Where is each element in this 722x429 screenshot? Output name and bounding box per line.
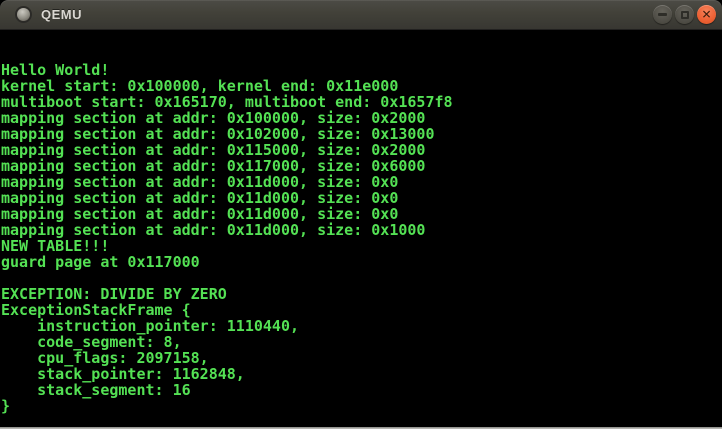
terminal-screen[interactable]: Hello World! kernel start: 0x100000, kern…: [0, 30, 722, 427]
terminal-line: Hello World!: [1, 61, 110, 79]
terminal-line: guard page at 0x117000: [1, 253, 200, 271]
terminal-line: EXCEPTION: DIVIDE BY ZERO: [1, 285, 227, 303]
terminal-line: ExceptionStackFrame {: [1, 301, 191, 319]
terminal-line: instruction_pointer: 1110440,: [1, 317, 300, 335]
terminal-line: NEW TABLE!!!: [1, 237, 110, 255]
terminal-line: [1, 270, 722, 286]
terminal-line: mapping section at addr: 0x117000, size:…: [1, 157, 426, 175]
minimize-icon: [658, 13, 667, 16]
minimize-button[interactable]: [653, 5, 672, 24]
maximize-button[interactable]: [675, 5, 694, 24]
window-titlebar[interactable]: QEMU ✕: [0, 0, 722, 30]
close-button[interactable]: ✕: [697, 5, 716, 24]
window-title: QEMU: [41, 7, 82, 22]
terminal-line: mapping section at addr: 0x11d000, size:…: [1, 173, 399, 191]
terminal-line: stack_pointer: 1162848,: [1, 365, 245, 383]
terminal-line: code_segment: 8,: [1, 333, 182, 351]
terminal-line: multiboot start: 0x165170, multiboot end…: [1, 93, 453, 111]
terminal-line: mapping section at addr: 0x11d000, size:…: [1, 221, 426, 239]
window-bottom-border: [0, 427, 722, 429]
close-icon: ✕: [701, 7, 712, 21]
terminal-line: }: [1, 397, 11, 415]
terminal-line: stack_segment: 16: [1, 381, 191, 399]
terminal-line: mapping section at addr: 0x11d000, size:…: [1, 205, 399, 223]
terminal-line: [1, 46, 722, 62]
terminal-line: kernel start: 0x100000, kernel end: 0x11…: [1, 77, 399, 95]
terminal-line: [1, 30, 722, 46]
window-controls: ✕: [653, 5, 716, 24]
terminal-line: mapping section at addr: 0x102000, size:…: [1, 125, 435, 143]
terminal-line: mapping section at addr: 0x11d000, size:…: [1, 189, 399, 207]
terminal-line: cpu_flags: 2097158,: [1, 349, 209, 367]
terminal-line: mapping section at addr: 0x100000, size:…: [1, 109, 426, 127]
maximize-icon: [680, 10, 689, 19]
qemu-app-icon circle-dot-icon: [17, 8, 30, 21]
terminal-line: mapping section at addr: 0x115000, size:…: [1, 141, 426, 159]
